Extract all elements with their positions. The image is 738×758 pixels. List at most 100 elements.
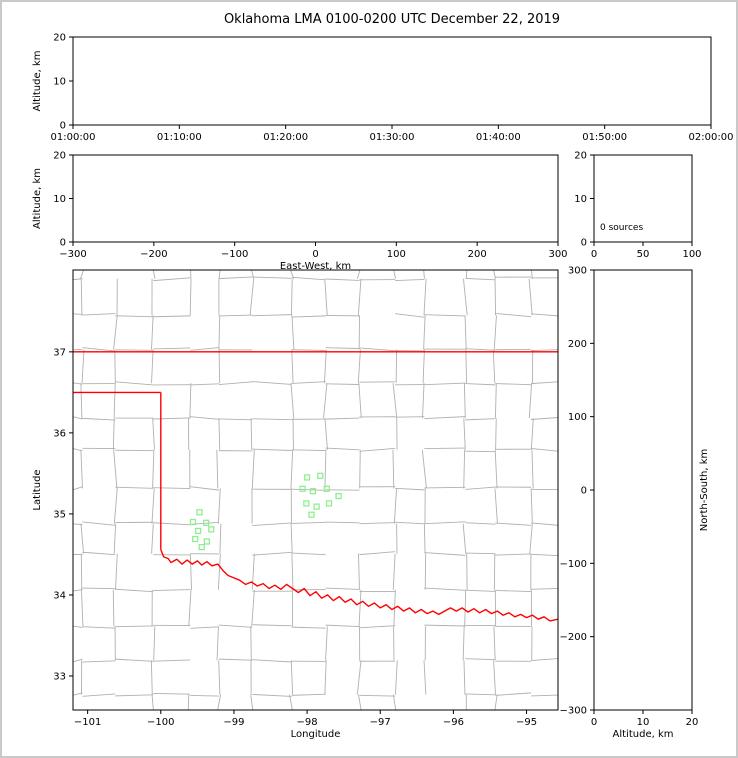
county-line <box>190 416 220 420</box>
county-line <box>291 488 326 491</box>
county-line <box>495 553 532 556</box>
panel-alt-histogram: 0 50 100 0 10 20 0 sources <box>574 151 701 261</box>
county-line <box>252 693 292 697</box>
x-tick-label: 200 <box>468 249 487 260</box>
county-line <box>531 658 558 661</box>
lma-stations <box>189 472 342 551</box>
county-line <box>291 521 326 524</box>
county-line <box>423 523 426 554</box>
county-line <box>463 418 466 450</box>
axes-frame <box>72 269 559 711</box>
x-tick-label: −97 <box>370 717 391 728</box>
county-line <box>82 347 116 352</box>
county-line <box>81 349 85 384</box>
county-line <box>189 278 192 316</box>
county-line <box>150 660 153 695</box>
county-line <box>73 523 83 526</box>
county-line <box>115 381 154 386</box>
county-line <box>82 587 116 590</box>
county-line <box>153 347 191 350</box>
county-line <box>463 660 466 695</box>
county-line <box>424 521 466 525</box>
county-line <box>494 278 497 316</box>
county-line <box>291 276 326 281</box>
county-line <box>151 349 154 384</box>
county-boundaries <box>73 270 558 710</box>
county-line <box>113 523 117 554</box>
y-tick-label: 35 <box>53 509 66 520</box>
county-line <box>464 589 467 627</box>
county-line <box>357 694 362 710</box>
county-line <box>290 383 295 419</box>
y-axis-label-right: North-South, km <box>699 449 710 532</box>
county-line <box>531 313 558 317</box>
county-line <box>356 660 362 695</box>
county-line <box>359 551 396 556</box>
panel-ns-height: 0 10 20 −300 −200 −100 0 100 200 300 Altitude, km N… <box>560 266 710 741</box>
county-line <box>465 552 496 555</box>
y-tick-label: −100 <box>560 559 587 570</box>
county-line <box>217 694 222 710</box>
county-line <box>531 417 558 420</box>
county-line <box>324 418 328 450</box>
county-line <box>82 313 116 316</box>
county-line <box>493 315 497 350</box>
county-line <box>114 349 116 384</box>
county-line <box>291 553 294 590</box>
county-line <box>395 521 425 525</box>
x-tick-label: −95 <box>516 717 537 728</box>
county-line <box>80 523 84 554</box>
lma-station-marker <box>325 500 333 507</box>
county-line <box>250 626 252 661</box>
county-line <box>153 315 191 318</box>
county-line <box>531 553 558 556</box>
county-line <box>528 383 533 419</box>
x-tick-label: 10 <box>637 717 650 728</box>
county-line <box>252 276 292 279</box>
county-line <box>218 658 253 661</box>
county-line <box>325 347 360 349</box>
county-line <box>151 694 154 710</box>
county-line <box>463 383 466 419</box>
county-line <box>73 589 83 592</box>
county-line <box>325 587 360 590</box>
lma-station-marker <box>308 511 315 518</box>
y-tick-label: 20 <box>53 33 66 44</box>
x-tick-label: −96 <box>443 717 464 728</box>
county-line <box>218 418 253 421</box>
county-line <box>392 694 397 710</box>
county-line <box>357 278 362 316</box>
county-line <box>291 349 294 384</box>
county-line <box>421 449 427 489</box>
county-line <box>80 278 83 316</box>
x-tick-label: −100 <box>147 717 174 728</box>
county-line <box>73 625 83 628</box>
x-tick-label: −101 <box>74 717 101 728</box>
county-line <box>115 658 154 662</box>
county-line <box>359 522 396 525</box>
county-line <box>465 522 496 525</box>
county-line <box>151 315 154 350</box>
county-line <box>392 449 395 489</box>
y-tick-label: 200 <box>568 339 587 350</box>
lma-station-marker <box>196 509 203 516</box>
county-line <box>218 276 253 280</box>
county-line <box>73 278 83 281</box>
county-line <box>217 488 221 524</box>
county-line <box>462 523 467 554</box>
lma-station-marker <box>323 485 330 492</box>
county-line <box>291 315 295 350</box>
state-border-line <box>160 549 558 622</box>
county-line <box>358 553 360 590</box>
lma-station-marker <box>303 500 310 507</box>
county-line <box>464 315 467 350</box>
lma-station-marker <box>303 474 311 481</box>
county-line <box>290 660 294 695</box>
county-line <box>113 488 118 524</box>
x-tick-label: 01:20:00 <box>263 132 308 143</box>
county-line <box>494 449 498 489</box>
county-line <box>395 313 425 318</box>
county-line <box>115 694 154 697</box>
county-line <box>73 416 83 420</box>
county-line <box>531 449 534 489</box>
